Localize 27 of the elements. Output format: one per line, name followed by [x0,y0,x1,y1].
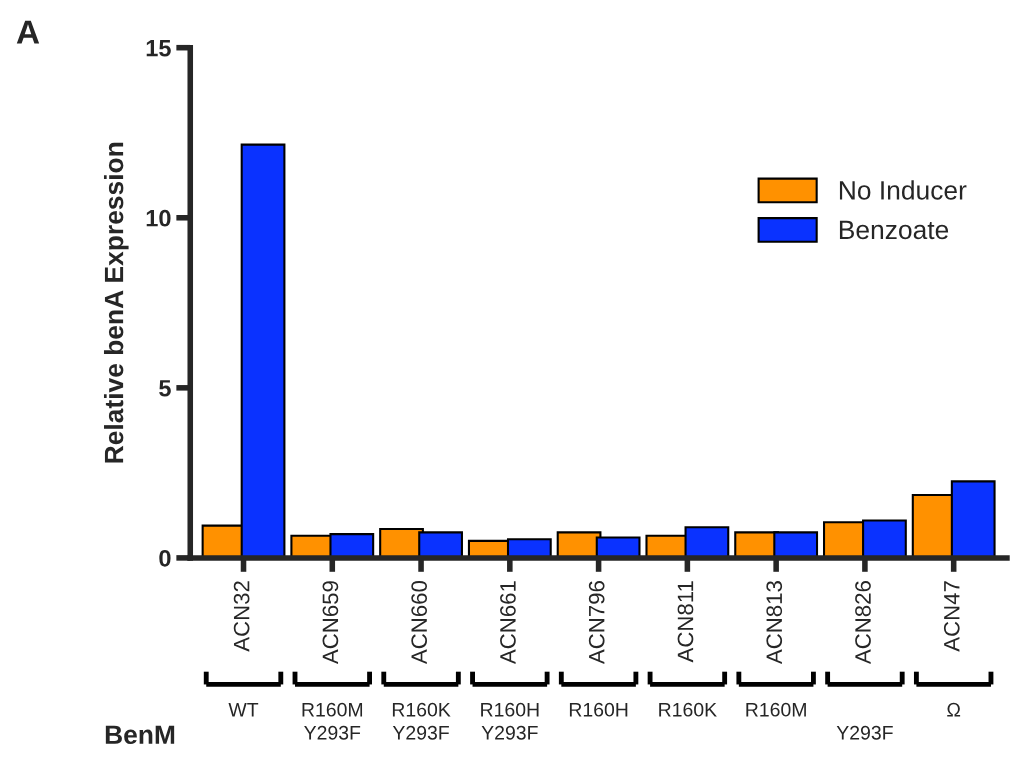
y-tick-label: 5 [159,380,171,397]
x-tick-label: ACN661 [500,581,516,665]
text: R160M [746,702,806,717]
text: R160K Y293F [392,702,451,740]
text: A [16,20,40,44]
text: R160M Y293F [302,702,363,740]
x-tick-label: ACN811 [677,581,694,663]
y-axis-title: Relative benA Expression [103,142,129,463]
x-tick-label: ACN659 [322,581,339,665]
text: R160K [659,702,717,717]
text: BenM [105,725,175,745]
y-tick-label: 10 [146,209,171,227]
text: R160H Y293F [481,702,539,740]
text: WT [228,703,259,717]
text: Y293F [836,725,893,740]
x-tick-label: ACN32 [233,581,250,652]
y-tick-label: 15 [146,40,171,57]
x-tick-label: ACN796 [588,581,605,665]
x-tick-label: ACN813 [766,581,783,665]
text: R160H [569,702,628,717]
x-tick-label: ACN826 [855,581,871,665]
legend-label: No Inducer [839,180,967,200]
y-tick-label: 0 [159,549,171,567]
x-tick-label: ACN47 [943,581,960,652]
legend-label: Benzoate [839,220,949,240]
x-tick-label: ACN660 [411,581,428,665]
text: Ω [947,702,961,717]
